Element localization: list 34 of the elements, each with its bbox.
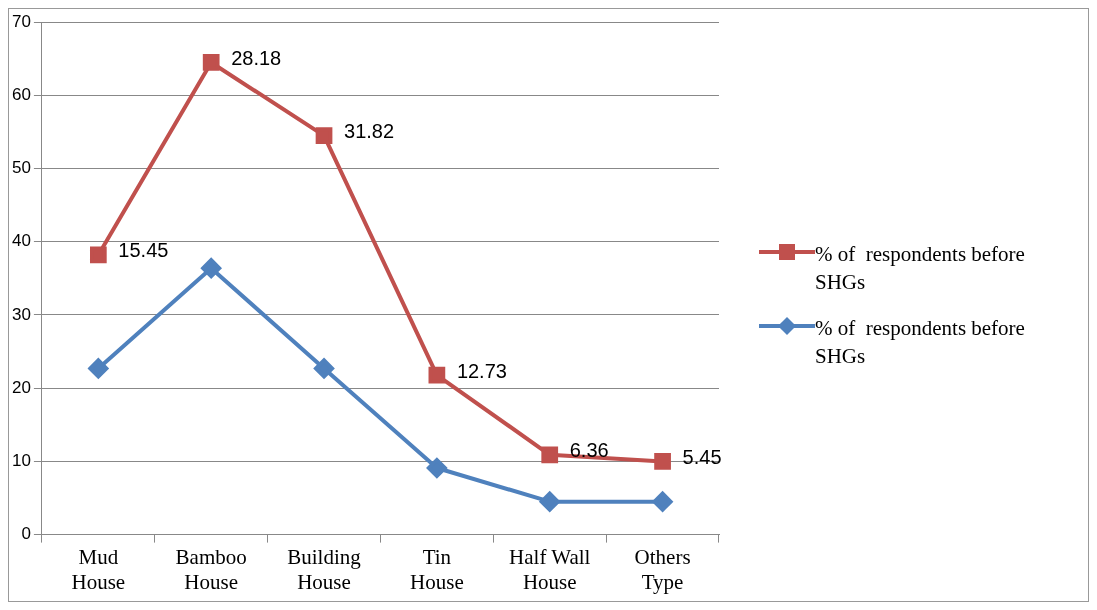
legend-label: % of respondents before SHGs — [815, 315, 1026, 370]
annotation: 15.45 — [118, 239, 169, 262]
y-tick-label: 70 — [11, 11, 31, 31]
y-tick-label: 20 — [11, 377, 31, 397]
x-tick-label: Others Type — [634, 544, 691, 594]
point — [541, 446, 559, 464]
point — [201, 258, 222, 279]
x-tick-label: Bamboo House — [175, 544, 247, 594]
point — [426, 457, 447, 478]
x-tick-label: Mud House — [71, 544, 126, 594]
annotation: 28.18 — [231, 46, 282, 69]
point — [89, 246, 107, 264]
point — [88, 358, 109, 379]
point — [202, 54, 220, 71]
point — [654, 453, 671, 470]
point — [652, 491, 673, 512]
y-tick-label: 0 — [21, 524, 31, 544]
point — [428, 366, 446, 384]
x-tick-label: Half Wall House — [509, 544, 591, 594]
annotation: 31.82 — [344, 120, 395, 143]
y-tick-label: 10 — [11, 451, 31, 471]
point — [314, 358, 335, 379]
annotation: 6.36 — [569, 439, 609, 462]
point — [315, 127, 333, 145]
y-tick-label: 60 — [11, 85, 31, 105]
x-tick-label: Building House — [287, 544, 362, 594]
legend-label: % of respondents before SHGs — [815, 241, 1026, 296]
annotation: 12.73 — [456, 359, 507, 382]
y-tick-label: 30 — [11, 304, 31, 324]
point — [539, 491, 560, 512]
x-tick-label: Tin House — [410, 544, 464, 594]
annotation: 5.45 — [682, 445, 722, 468]
y-tick-label: 40 — [11, 231, 31, 251]
y-tick-label: 50 — [11, 158, 31, 178]
